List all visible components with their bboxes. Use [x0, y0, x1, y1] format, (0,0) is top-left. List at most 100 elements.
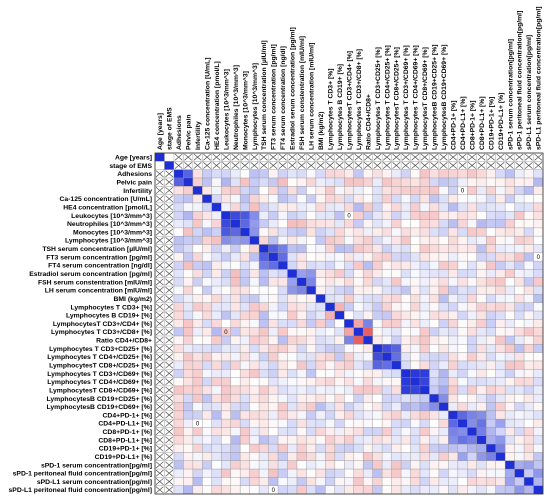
- heatmap-cell: [249, 335, 260, 345]
- heatmap-cell: [268, 277, 279, 287]
- na-cross-mark: [165, 378, 174, 386]
- heatmap-cell: [382, 402, 392, 411]
- heatmap-cell: [382, 269, 392, 278]
- heatmap-cell: [410, 319, 420, 328]
- heatmap-cell: [476, 410, 487, 420]
- heatmap-cell: [524, 194, 534, 203]
- heatmap-cell: [486, 236, 496, 245]
- heatmap-cell: [344, 211, 354, 220]
- heatmap-cell: [476, 485, 487, 494]
- heatmap-cell: [457, 202, 468, 212]
- heatmap-cell: [514, 485, 525, 494]
- heatmap-cell: [192, 377, 203, 386]
- heatmap-cell: [476, 427, 487, 436]
- heatmap-cell: [533, 252, 543, 262]
- heatmap-cell: [268, 377, 279, 386]
- heatmap-cell: [419, 277, 430, 287]
- heatmap-cell: [173, 294, 184, 303]
- heatmap-cell: [315, 335, 326, 345]
- row-label: sPD-L1 serum concentration[pg/ml]: [37, 479, 152, 486]
- heatmap-cell: [278, 319, 288, 328]
- heatmap-cell: [334, 244, 345, 253]
- heatmap-cell: [401, 186, 411, 195]
- heatmap-cell: [173, 452, 184, 461]
- heatmap-cell: [278, 277, 288, 287]
- heatmap-cell: [221, 252, 231, 262]
- row-label: Pelvic pain: [116, 180, 152, 187]
- heatmap-cell: [448, 477, 458, 486]
- heatmap-cell: [325, 394, 335, 403]
- heatmap-cell: [240, 186, 250, 195]
- na-cross-mark: [155, 428, 164, 436]
- heatmap-cell: [183, 277, 193, 287]
- heatmap-cell: [419, 469, 430, 478]
- heatmap-cell: [173, 460, 184, 470]
- heatmap-cell: [514, 177, 525, 187]
- heatmap-cell: [457, 211, 468, 220]
- na-cross-mark: [155, 461, 164, 469]
- heatmap-cell: [438, 202, 449, 212]
- heatmap-cell: [457, 227, 468, 237]
- na-cross-mark: [165, 403, 174, 411]
- heatmap-cell: [268, 427, 279, 436]
- heatmap-cell: [429, 227, 439, 237]
- heatmap-cell: [325, 444, 335, 453]
- heatmap-cell: [524, 277, 534, 287]
- column-label: LymphocytesT CD8+/CD25+ [%]: [394, 47, 401, 150]
- heatmap-cell: [467, 460, 477, 470]
- heatmap-cell: [183, 227, 193, 237]
- heatmap-cell: [278, 194, 288, 203]
- heatmap-cell: [278, 244, 288, 253]
- heatmap-cell: [419, 410, 430, 420]
- heatmap-cell: [173, 211, 184, 220]
- heatmap-cell: [334, 485, 345, 494]
- na-cross-mark: [155, 211, 164, 219]
- heatmap-cell: [278, 410, 288, 420]
- heatmap-cell: [325, 477, 335, 486]
- heatmap-cell: [401, 236, 411, 245]
- na-cross-mark: [155, 295, 164, 302]
- heatmap-cell: [315, 452, 326, 461]
- heatmap-cell: [467, 211, 477, 220]
- heatmap-cell: [382, 202, 392, 212]
- column-label: Lymphocytes T CD3+ [%]: [327, 68, 334, 150]
- row-label: Lymphocytes T CD3+ [%]: [70, 304, 152, 311]
- heatmap-cell: [268, 244, 279, 253]
- heatmap-cell: [476, 385, 487, 395]
- heatmap-cell: [401, 427, 411, 436]
- heatmap-cell: [325, 186, 335, 195]
- heatmap-cell: [476, 460, 487, 470]
- heatmap-cell: [448, 335, 458, 345]
- heatmap-cell: [296, 460, 307, 470]
- heatmap-cell: [173, 485, 184, 494]
- heatmap-cell: [230, 227, 241, 237]
- heatmap-cell: [467, 327, 477, 336]
- heatmap-cell: [230, 385, 241, 395]
- heatmap-cell: [391, 377, 402, 386]
- heatmap-cell: [363, 402, 373, 411]
- heatmap-cell: [391, 360, 402, 370]
- heatmap-cell: [230, 186, 241, 195]
- column-label: sPD-1 peritoneal fluid concentration[pg/…: [517, 11, 524, 150]
- heatmap-cell: [372, 327, 383, 336]
- heatmap-cell: [287, 311, 297, 320]
- heatmap-cell: [533, 335, 543, 345]
- heatmap-cell: [495, 360, 506, 370]
- column-label: FT3 serum concentration [pg/ml]: [271, 44, 278, 150]
- heatmap-cell: [495, 394, 506, 403]
- row-label: sPD-1 serum concentration[pg/ml]: [41, 462, 152, 469]
- na-cross-mark: [373, 162, 382, 169]
- heatmap-cell: [401, 327, 411, 336]
- heatmap-cell: [202, 394, 212, 403]
- heatmap-cell: [486, 427, 496, 436]
- heatmap-cell: [448, 202, 458, 212]
- heatmap-cell: [429, 377, 439, 386]
- na-cross-mark: [165, 253, 174, 261]
- heatmap-cell: [457, 435, 468, 445]
- heatmap-cell: [533, 294, 543, 303]
- heatmap-cell: [211, 377, 222, 386]
- heatmap-cell: [278, 202, 288, 212]
- heatmap-cell: [363, 352, 373, 361]
- heatmap-cell: [202, 469, 212, 478]
- heatmap-cell: [353, 269, 364, 278]
